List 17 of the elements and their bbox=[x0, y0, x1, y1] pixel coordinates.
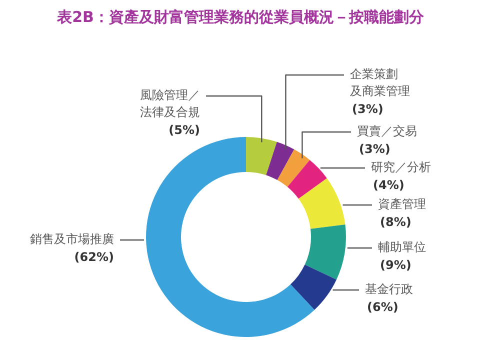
data-label: (5%) bbox=[168, 123, 200, 138]
slice-label: 基金行政 bbox=[365, 282, 413, 296]
slice-label: 資產管理 bbox=[378, 197, 426, 212]
data-label: (3%) bbox=[359, 142, 390, 156]
data-label: (3%) bbox=[352, 102, 384, 116]
slice-label: 企業策劃及商業管理 bbox=[350, 67, 410, 98]
data-label: (9%) bbox=[380, 258, 412, 272]
slice-label: 輔助單位 bbox=[378, 240, 426, 254]
chart-title: 表2B：資產及財富管理業務的從業員概況－按職能劃分 bbox=[56, 8, 425, 27]
slice-label: 研究／分析 bbox=[371, 160, 431, 174]
slice-label: 買賣／交易 bbox=[357, 124, 417, 138]
data-label: (62%) bbox=[74, 250, 114, 264]
slice-label: 風險管理／法律及合規 bbox=[140, 88, 200, 120]
slice-label: 銷售及市場推廣 bbox=[30, 232, 114, 246]
data-label: (4%) bbox=[373, 178, 404, 192]
data-label: (8%) bbox=[380, 215, 412, 230]
data-label: (6%) bbox=[367, 300, 398, 314]
